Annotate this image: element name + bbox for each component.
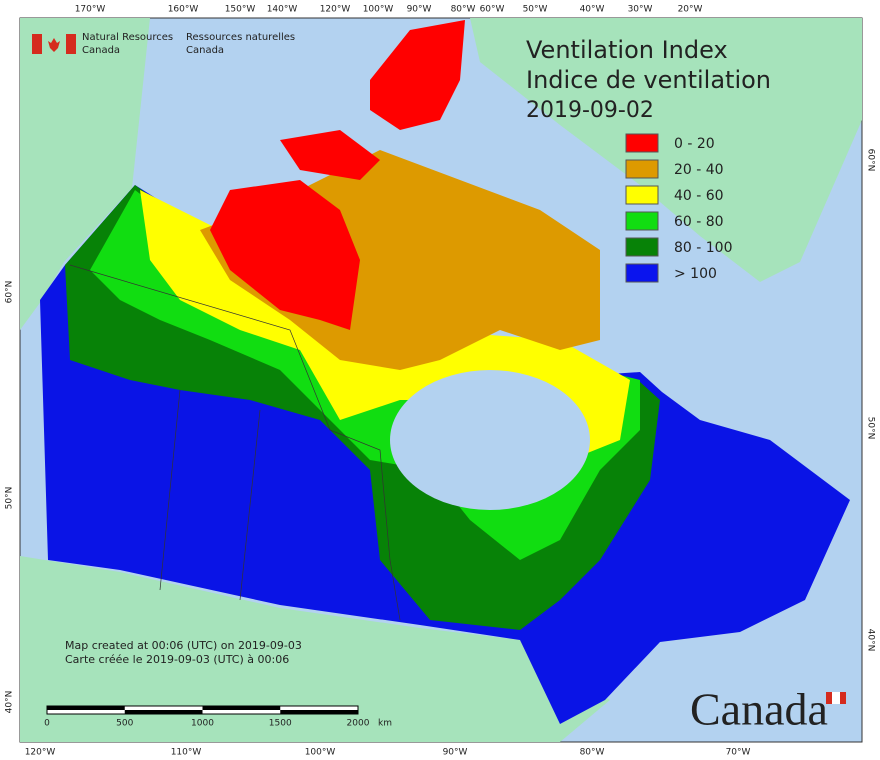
graticule-label: 60°N <box>866 149 876 172</box>
graticule-label: 100°W <box>363 5 394 15</box>
graticule-label: 120°W <box>25 748 56 758</box>
scale-label: 0 <box>44 719 50 729</box>
credit: Map created at 00:06 (UTC) on 2019-09-03 <box>65 639 302 652</box>
scale-segment <box>202 706 281 710</box>
credit: Carte créée le 2019-09-03 (UTC) à 00:06 <box>65 653 289 666</box>
graticule-label: 60°N <box>5 281 15 304</box>
legend-label: 60 - 80 <box>674 214 724 230</box>
title: Indice de ventilation <box>526 66 771 94</box>
map-body <box>19 17 863 743</box>
graticule-label: 150°W <box>225 5 256 15</box>
title: Ventilation Index <box>526 36 728 64</box>
legend-swatch <box>625 237 659 257</box>
graticule-label: 80°W <box>580 748 605 758</box>
legend-label: 0 - 20 <box>674 136 715 152</box>
graticule-label: 20°W <box>678 5 703 15</box>
borders <box>69 264 401 621</box>
graticule-label: 70°W <box>726 748 751 758</box>
scale-segment <box>47 706 125 710</box>
legend-label: 20 - 40 <box>674 162 724 178</box>
legend-swatch <box>625 133 659 153</box>
scale-segment <box>280 710 358 714</box>
date: 2019-09-02 <box>526 98 654 123</box>
graticule-label: 120°W <box>320 5 351 15</box>
legend-swatch <box>625 211 659 231</box>
zone-0-20 <box>210 20 465 330</box>
scale-label: 1500 <box>269 719 292 729</box>
greenland <box>470 18 862 282</box>
legend-swatch <box>625 159 659 179</box>
scale-label: 500 <box>116 719 133 729</box>
alaska <box>20 18 150 330</box>
scale-label: 1000 <box>191 719 214 729</box>
graticule-label: 80°W <box>451 5 476 15</box>
scale-label: 2000 <box>347 719 370 729</box>
graticule-label: 50°N <box>5 487 15 510</box>
hudson-bay <box>390 370 590 510</box>
graticule-label: 50°N <box>866 417 876 440</box>
agency-en: Canada <box>82 45 120 56</box>
usa <box>20 556 610 742</box>
legend-label: > 100 <box>674 266 717 282</box>
graticule-label: 60°W <box>480 5 505 15</box>
graticule-label: 100°W <box>305 748 336 758</box>
agency-en: Natural Resources <box>82 32 173 43</box>
legend-label: 40 - 60 <box>674 188 724 204</box>
legend-swatch <box>625 263 659 283</box>
graticule-label: 170°W <box>75 5 106 15</box>
graticule-label: 50°W <box>523 5 548 15</box>
graticule-label: 40°N <box>5 691 15 714</box>
scale-unit: km <box>378 719 392 729</box>
legend-swatch <box>625 185 659 205</box>
flag <box>32 34 76 54</box>
graticule-label: 30°W <box>628 5 653 15</box>
graticule-label: 40°N <box>866 629 876 652</box>
graticule-label: 90°W <box>443 748 468 758</box>
scale-segment <box>124 710 203 714</box>
graticule-label: 160°W <box>168 5 199 15</box>
graticule-label: 140°W <box>267 5 298 15</box>
graticule-label: 110°W <box>171 748 202 758</box>
agency-fr: Canada <box>186 45 224 56</box>
legend-label: 80 - 100 <box>674 240 733 256</box>
graticule-label: 90°W <box>407 5 432 15</box>
wordmark: Canada <box>690 684 828 735</box>
agency-fr: Ressources naturelles <box>186 32 295 43</box>
graticule-label: 40°W <box>580 5 605 15</box>
wordmark-flag <box>832 692 840 704</box>
